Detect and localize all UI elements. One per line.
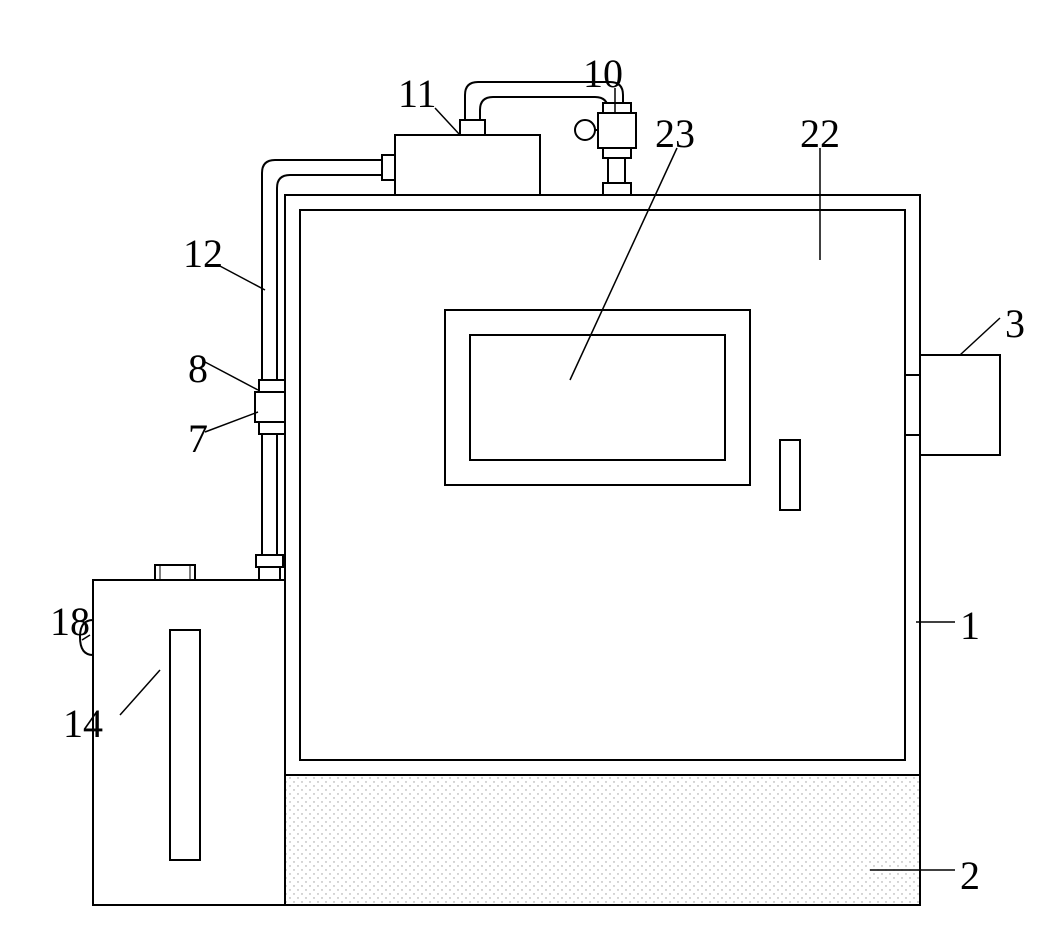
label-3: 3 [1005, 300, 1025, 347]
label-14: 14 [63, 700, 103, 747]
label-11: 11 [398, 70, 437, 117]
label-1: 1 [960, 602, 980, 649]
leader-11 [435, 108, 460, 135]
small-tank [93, 580, 285, 905]
base-rect [285, 775, 920, 905]
tank-connector-bottom [259, 567, 280, 580]
valve-top-flange [603, 103, 631, 113]
leader-3 [960, 318, 1000, 355]
pipe-port-left [382, 155, 395, 180]
valve-wheel [575, 120, 595, 140]
connector-7-bottom [259, 422, 285, 434]
label-2: 2 [960, 852, 980, 899]
top-pipe-inner [480, 97, 608, 120]
leader-12 [218, 265, 265, 290]
valve-body [598, 113, 636, 148]
tank-cap [155, 565, 195, 580]
label-10: 10 [583, 50, 623, 97]
technical-diagram: 1 2 3 7 8 10 11 12 14 18 22 23 [0, 0, 1059, 952]
top-box-port [460, 120, 485, 135]
side-unit-flange [905, 375, 920, 435]
tank-connector-top [256, 555, 283, 567]
label-23: 23 [655, 110, 695, 157]
leader-7 [205, 412, 258, 432]
label-12: 12 [183, 230, 223, 277]
connector-7-body [255, 392, 285, 422]
connector-8-top [259, 380, 285, 392]
label-7: 7 [188, 415, 208, 462]
valve-bottom-flange [603, 148, 631, 158]
label-8: 8 [188, 345, 208, 392]
label-22: 22 [800, 110, 840, 157]
diagram-svg [0, 0, 1059, 952]
valve-main-flange [603, 183, 631, 195]
side-unit [920, 355, 1000, 455]
leader-8 [205, 362, 258, 390]
label-18: 18 [50, 598, 90, 645]
top-box [395, 135, 540, 195]
